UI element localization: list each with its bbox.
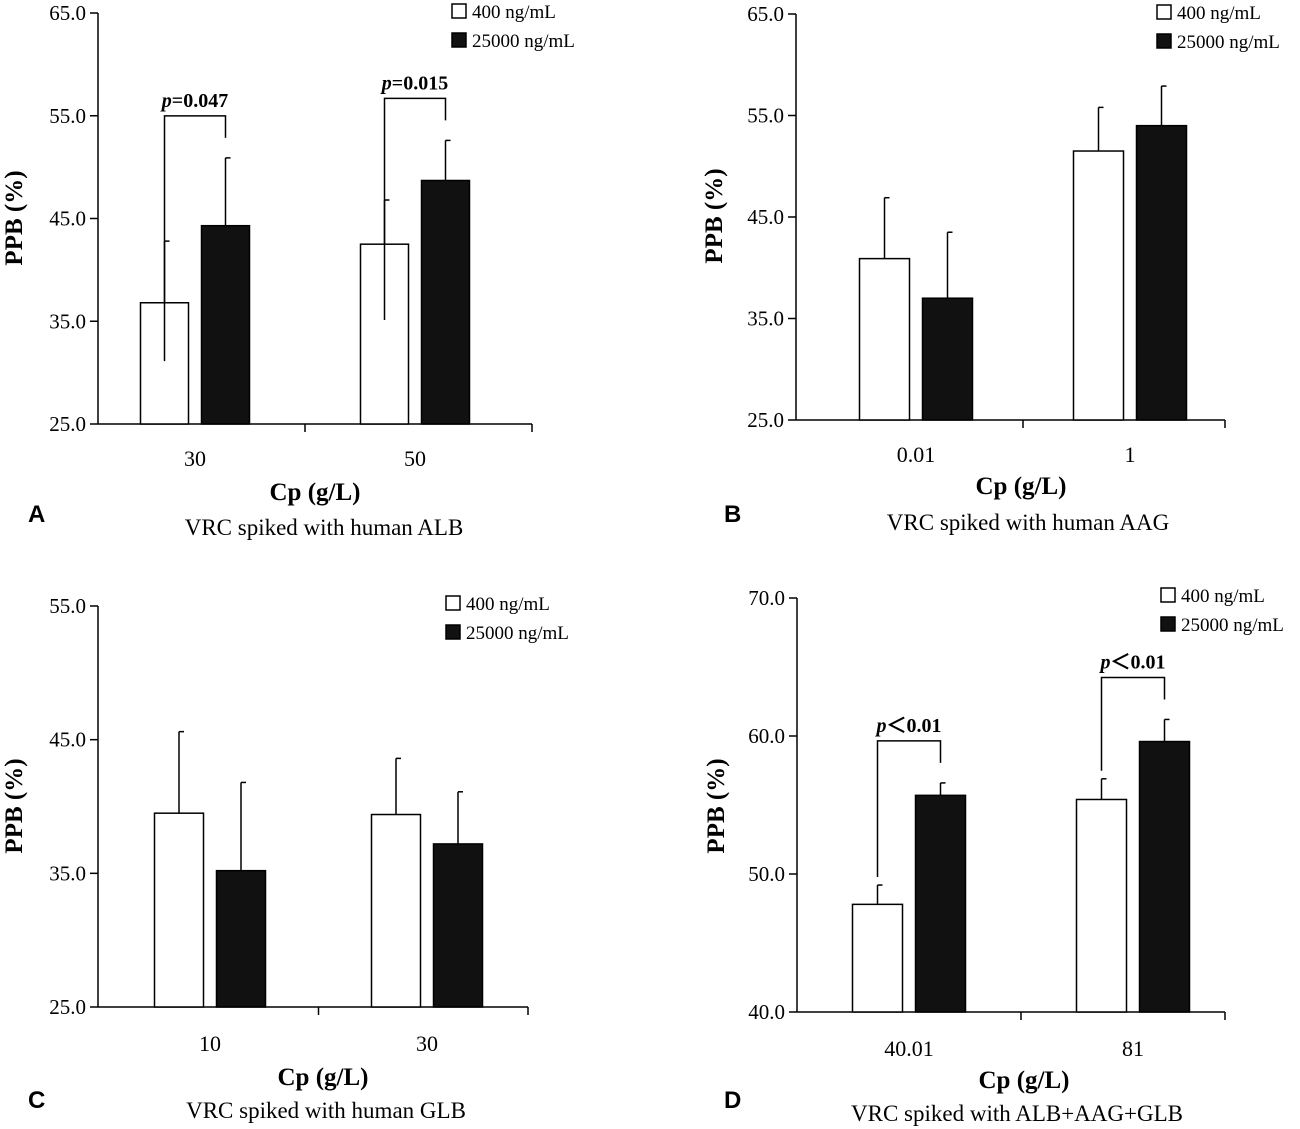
y-tick-label: 70.0 (748, 586, 785, 610)
bar-400-1 (1072, 150, 1125, 421)
bar-25000-30 (432, 843, 484, 1008)
chart-panel-c: 25.0 35.0 45.0 55.0 10 30 400 ng/mL 25000 ng/mL… (1, 594, 569, 1123)
x-category-label: 81 (1122, 1036, 1144, 1061)
legend-swatch-25000 (451, 32, 467, 48)
legend-label: 400 ng/mL (1177, 3, 1261, 24)
legend-label: 25000 ng/mL (472, 31, 575, 52)
legend-swatch-400 (1156, 4, 1172, 20)
p-value-label: p＜0.01 (875, 715, 942, 737)
x-axis-title: Cp (g/L) (278, 1064, 369, 1091)
chart-panel-a: 25.0 35.0 45.0 55.0 65.0 30 50 p=0.047 p=0.015 40… (1, 1, 575, 540)
bar-25000-0.01 (921, 297, 974, 421)
legend-swatch-25000 (1156, 33, 1172, 49)
y-tick-label: 35.0 (49, 861, 86, 885)
legend-swatch-400 (445, 595, 461, 611)
x-category-label: 30 (416, 1031, 438, 1056)
panel-letter: A (28, 501, 45, 528)
significance-bracket (383, 97, 447, 321)
bar-25000-81 (1138, 740, 1191, 1013)
y-axis-title: PPB (%) (701, 168, 728, 263)
bar-400-40.01 (851, 903, 904, 1013)
x-category-label: 50 (404, 446, 426, 471)
bar-400-0.01 (858, 257, 911, 421)
panel-caption: VRC spiked with human GLB (186, 1098, 466, 1123)
bar-25000-30 (200, 224, 251, 425)
legend-label: 25000 ng/mL (466, 623, 569, 644)
bar-400-81 (1075, 798, 1128, 1013)
legend-swatch-400 (1160, 587, 1176, 603)
bar-25000-50 (420, 179, 471, 425)
panel-caption: VRC spiked with human ALB (185, 515, 464, 540)
legend-label: 400 ng/mL (472, 2, 556, 23)
legend-swatch-25000 (1160, 616, 1176, 632)
y-tick-label: 55.0 (49, 104, 86, 128)
p-value-label: p=0.015 (380, 72, 448, 94)
y-tick-label: 55.0 (747, 104, 784, 128)
y-axis-title: PPB (%) (703, 758, 730, 853)
p-value-label: p＜0.01 (1099, 651, 1166, 673)
significance-bracket (876, 740, 942, 878)
y-tick-label: 60.0 (748, 724, 785, 748)
bar-400-50 (359, 243, 410, 425)
x-axis-title: Cp (g/L) (979, 1067, 1070, 1094)
bar-400-10 (153, 812, 205, 1008)
legend-label: 25000 ng/mL (1177, 32, 1280, 53)
legend-label: 25000 ng/mL (1181, 615, 1284, 636)
x-category-label: 1 (1125, 442, 1136, 467)
chart-panel-d: 40.0 50.0 60.0 70.0 40.01 81 p＜0.01 p＜0.01 400 n… (703, 586, 1284, 1126)
legend-swatch-400 (451, 3, 467, 19)
x-category-label: 0.01 (897, 442, 936, 467)
chart-panel-b: 25.0 35.0 45.0 55.0 65.0 0.01 1 400 ng/mL 25000 … (701, 2, 1280, 535)
y-tick-label: 25.0 (49, 412, 86, 436)
panel-letter: B (724, 501, 741, 528)
x-axis-title: Cp (g/L) (976, 473, 1067, 500)
bar-25000-1 (1135, 124, 1188, 421)
panel-caption: VRC spiked with human AAG (887, 510, 1169, 535)
bar-25000-40.01 (914, 794, 967, 1013)
bar-400-30 (370, 813, 422, 1008)
y-tick-label: 65.0 (49, 1, 86, 25)
y-tick-label: 45.0 (49, 728, 86, 752)
bar-25000-10 (215, 869, 267, 1008)
legend-label: 400 ng/mL (1181, 586, 1265, 607)
y-tick-label: 50.0 (748, 862, 785, 886)
y-tick-label: 45.0 (747, 205, 784, 229)
y-tick-label: 45.0 (49, 207, 86, 231)
y-tick-label: 40.0 (748, 1000, 785, 1024)
x-category-label: 40.01 (884, 1036, 934, 1061)
panel-letter: D (724, 1087, 741, 1114)
y-tick-label: 25.0 (747, 408, 784, 432)
p-value-label: p=0.047 (160, 90, 228, 112)
x-category-label: 10 (199, 1031, 221, 1056)
y-axis-title: PPB (%) (1, 170, 28, 265)
y-tick-label: 35.0 (747, 307, 784, 331)
y-tick-label: 35.0 (49, 309, 86, 333)
panel-letter: C (28, 1087, 45, 1114)
legend-label: 400 ng/mL (466, 594, 550, 615)
y-tick-label: 55.0 (49, 594, 86, 618)
significance-bracket (1100, 676, 1166, 771)
y-axis-title: PPB (%) (1, 758, 28, 853)
x-axis-title: Cp (g/L) (270, 479, 361, 506)
significance-bracket (163, 115, 227, 362)
x-category-label: 30 (184, 446, 206, 471)
legend-swatch-25000 (445, 624, 461, 640)
y-tick-label: 25.0 (49, 995, 86, 1019)
panel-caption: VRC spiked with ALB+AAG+GLB (851, 1101, 1183, 1126)
y-tick-label: 65.0 (747, 2, 784, 26)
